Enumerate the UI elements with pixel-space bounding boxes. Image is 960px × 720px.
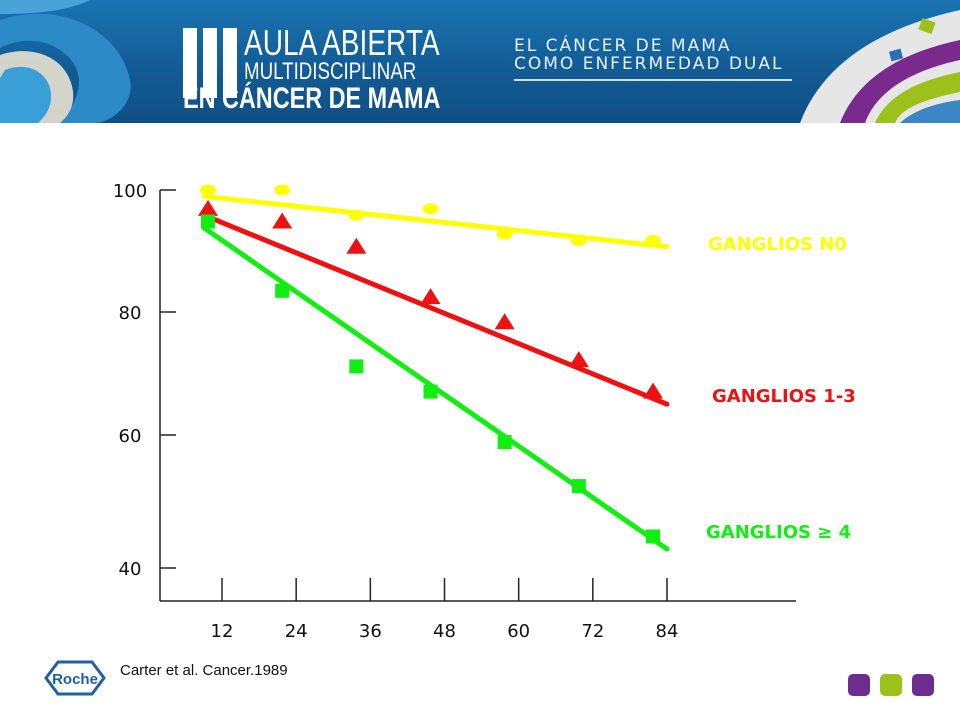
- y-tick-label: 80: [119, 303, 142, 324]
- data-point-1-3: [643, 382, 663, 399]
- data-point-1-3: [346, 237, 367, 254]
- data-point-4-plus: [571, 479, 586, 494]
- mosaic-swirl-left-decoration: [0, 0, 131, 123]
- data-point-1-3: [198, 199, 218, 216]
- brand-title-line1: AULA ABIERTA: [244, 22, 440, 63]
- series-label-1-3: GANGLIOS 1-3: [712, 386, 856, 407]
- brand-roman-numeral: [183, 28, 241, 98]
- data-point-4-plus: [646, 529, 660, 544]
- tick-labels: 40 60 80 100 12 24 36 48 60 72 84: [113, 181, 679, 642]
- decor-dot-2: [880, 674, 902, 696]
- y-tick-label: 100: [113, 181, 147, 202]
- x-tick-label: 24: [285, 621, 308, 642]
- series-label-n0: GANGLIOS N0: [708, 234, 847, 255]
- subtitle-line2: COMO ENFERMEDAD DUAL: [514, 54, 784, 74]
- data-point-4-plus: [201, 214, 215, 229]
- data-points: [198, 184, 663, 544]
- roche-logo: Roche: [44, 660, 106, 696]
- x-tick-label: 36: [359, 621, 382, 642]
- trend-line-g13: [201, 212, 670, 407]
- citation-text: Carter et al. Cancer.1989: [120, 662, 288, 679]
- data-point-4-plus: [423, 384, 438, 399]
- data-point-n0: [496, 228, 513, 240]
- trend-line-n0: [201, 193, 670, 250]
- x-tick-label: 84: [656, 621, 679, 642]
- brand-title-line3: EN CÁNCER DE MAMA: [183, 82, 441, 115]
- x-tick-label: 12: [211, 621, 234, 642]
- data-point-4-plus: [497, 435, 512, 449]
- x-tick-label: 60: [507, 621, 530, 642]
- mosaic-swirl-right-decoration: [800, 10, 960, 123]
- data-point-n0: [274, 184, 291, 196]
- trend-lines: [201, 193, 670, 552]
- brand-title-line2: MULTIDISCIPLINAR: [244, 58, 417, 85]
- data-point-1-3: [420, 288, 441, 305]
- decor-dot-3: [912, 674, 934, 696]
- data-point-4-plus: [275, 283, 290, 298]
- data-point-n0: [422, 203, 439, 215]
- data-point-4-plus: [349, 359, 364, 374]
- data-point-n0: [200, 184, 216, 196]
- subtitle-line1: EL CÁNCER DE MAMA: [514, 36, 732, 56]
- subtitle-divider: [514, 79, 792, 81]
- data-point-n0: [348, 209, 365, 221]
- data-point-n0: [645, 234, 661, 246]
- x-tick-label: 72: [581, 621, 604, 642]
- x-tick-label: 48: [433, 621, 456, 642]
- header-banner: AULA ABIERTA MULTIDISCIPLINAR EN CÁNCER …: [0, 0, 960, 123]
- series-label-4-plus: GANGLIOS ≥ 4: [706, 522, 851, 543]
- data-point-1-3: [272, 212, 293, 229]
- data-point-1-3: [494, 313, 515, 330]
- y-tick-label: 60: [119, 426, 142, 447]
- y-tick-label: 40: [119, 559, 142, 580]
- data-point-n0: [570, 234, 587, 246]
- chart-axes: [159, 189, 796, 602]
- decor-dot-1: [848, 674, 870, 696]
- roche-logo-text: Roche: [52, 671, 98, 688]
- data-point-1-3: [568, 351, 589, 368]
